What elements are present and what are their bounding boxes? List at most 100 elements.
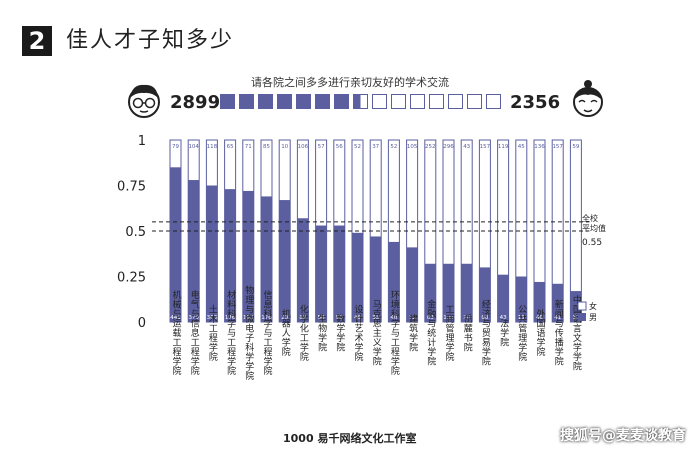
ratio-square [353, 94, 368, 109]
category-label: 经济与贸易学院 [480, 299, 491, 367]
male-count-label: 89 [299, 315, 306, 321]
male-bar [461, 263, 473, 322]
male-count-label: 363 [207, 315, 218, 321]
male-bar [333, 225, 345, 322]
ratio-square [410, 94, 425, 109]
male-count-label: 20 [281, 315, 288, 321]
female-count-label: 52 [390, 144, 397, 150]
female-count-label: 119 [498, 144, 509, 150]
male-count-label: 60 [481, 315, 488, 321]
ratio-square [315, 94, 330, 109]
category-label: 中国语言文学学院 [571, 294, 582, 372]
male-count-label: 192 [243, 315, 254, 321]
female-count-label: 157 [552, 144, 563, 150]
category-label: 新闻与传播学院 [553, 299, 564, 367]
male-bar [570, 291, 582, 322]
male-bar [388, 241, 400, 322]
male-count-label: 49 [354, 315, 361, 321]
category-label: 马克思主义学院 [371, 300, 382, 367]
female-count-label: 79 [172, 144, 179, 150]
male-bar [424, 263, 436, 322]
ratio-square [467, 94, 482, 109]
male-count-label: 40 [536, 315, 543, 321]
category-label: 公共管理学院 [516, 304, 527, 362]
category-label: 生物学院 [316, 313, 327, 353]
ratio-square [448, 94, 463, 109]
brand-studio-name: 易千网络文化工作室 [317, 432, 417, 445]
female-count-label: 105 [407, 144, 418, 150]
brand-footer: 1000 易千网络文化工作室 [283, 430, 416, 446]
ratio-square [258, 94, 273, 109]
y-tick-label: 0.5 [125, 225, 146, 240]
female-count-label: 10 [281, 144, 288, 150]
male-count-label: 441 [170, 315, 181, 321]
category-label: 机械与运载工程学院 [171, 289, 182, 376]
male-bar [188, 180, 200, 322]
female-count-label: 118 [207, 144, 218, 150]
watermark: 搜狐号@麦麦谈教育 [560, 428, 686, 444]
male-face-icon [128, 84, 160, 118]
male-count-label: 40 [390, 315, 397, 321]
male-count-label: 63 [427, 315, 434, 321]
male-count-label: 90 [336, 315, 343, 321]
male-count-label: 56 [318, 315, 325, 321]
female-count-label: 45 [518, 144, 525, 150]
ratio-square [296, 94, 311, 109]
female-count-label: 57 [318, 144, 325, 150]
category-label: 金融与统计学院 [425, 299, 436, 367]
male-bar [406, 247, 418, 322]
section-number-badge: 2 [22, 26, 52, 56]
male-bar [224, 189, 236, 322]
y-tick-label: 0.25 [117, 271, 146, 286]
female-count-label: 157 [480, 144, 491, 150]
male-count-label: 20 [463, 315, 470, 321]
female-total: 2356 [510, 92, 561, 113]
male-bar [242, 190, 254, 322]
male-total: 2899 [170, 92, 221, 113]
male-bar [370, 236, 382, 322]
category-label: 材料科学与工程学院 [225, 289, 236, 376]
male-count-label: 15 [518, 315, 525, 321]
category-label: 外国语学院 [535, 308, 546, 357]
female-count-label: 43 [463, 144, 470, 150]
male-bar [170, 167, 181, 322]
female-count-label: 56 [336, 144, 343, 150]
male-bar [206, 185, 218, 322]
category-label: 法学院 [498, 318, 509, 348]
male-count-label: 12 [572, 315, 579, 321]
category-label: 土木工程学院 [207, 303, 218, 362]
legend-swatch-male [578, 313, 586, 321]
subtitle: 请各院之间多多进行亲切友好的学术交流 [251, 76, 449, 89]
male-bar [443, 263, 454, 322]
female-count-label: 136 [534, 144, 545, 150]
male-bar [261, 196, 272, 322]
ratio-square [372, 94, 387, 109]
female-count-label: 106 [298, 144, 309, 150]
male-bar [515, 276, 527, 322]
legend-label-male: 男 [589, 313, 597, 322]
category-label: 电气与信息工程学院 [189, 289, 200, 376]
male-count-label: 135 [443, 315, 454, 321]
category-label: 岳麓书院 [462, 313, 473, 353]
page-title: 佳人才子知多少 [66, 28, 235, 53]
female-face-icon [573, 80, 603, 117]
male-count-label: 33 [372, 315, 379, 321]
category-label: 数学学院 [334, 313, 345, 353]
male-bar [479, 267, 491, 322]
category-label: 工商管理学院 [444, 305, 455, 362]
male-count-label: 176 [225, 315, 236, 321]
female-count-label: 85 [263, 144, 270, 150]
female-count-label: 37 [372, 144, 379, 150]
ratio-square [277, 94, 292, 109]
male-count-label: 43 [500, 315, 507, 321]
reference-label: 全校 [582, 213, 598, 223]
ratio-square [334, 94, 349, 109]
ratio-square [486, 94, 501, 109]
female-count-label: 104 [188, 144, 199, 150]
female-count-label: 65 [227, 144, 234, 150]
y-tick-label: 0.75 [117, 180, 146, 195]
legend-label-female: 女 [589, 301, 597, 311]
ratio-square [239, 94, 254, 109]
category-label: 环境科学与工程学院 [389, 290, 400, 376]
